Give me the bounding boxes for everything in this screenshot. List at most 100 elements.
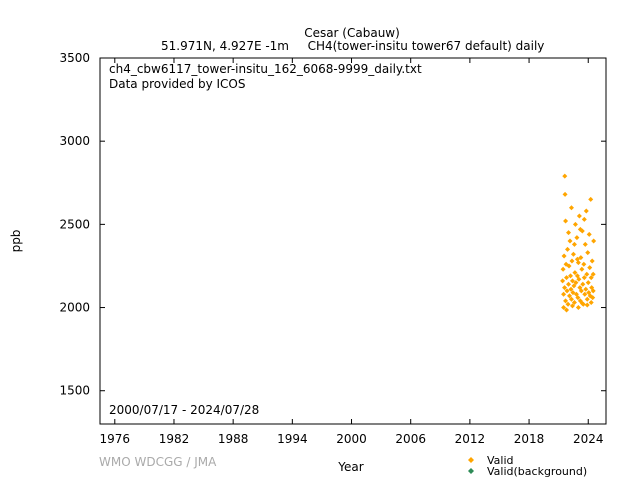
data-point-valid: [571, 241, 577, 247]
data-point-valid: [591, 238, 597, 244]
y-tick-label: 2000: [59, 301, 90, 315]
data-point-valid: [588, 196, 594, 202]
data-points: [560, 173, 597, 313]
data-point-valid: [590, 295, 596, 301]
x-tick-label: 1976: [100, 432, 131, 446]
data-point-valid: [584, 302, 590, 308]
data-point-valid: [568, 296, 574, 302]
x-axis: 1976 1982 1988 1994 2000 2006 2012 2018 2024: [100, 58, 604, 446]
data-point-valid: [572, 221, 578, 227]
x-tick-label: 2024: [573, 432, 604, 446]
data-point-valid: [566, 230, 572, 236]
data-point-valid: [566, 263, 572, 269]
data-point-valid: [583, 208, 589, 214]
data-point-valid: [565, 301, 571, 307]
x-tick-label: 1994: [277, 432, 308, 446]
x-tick-label: 1988: [218, 432, 249, 446]
data-point-valid: [589, 258, 595, 264]
data-point-valid: [579, 300, 585, 306]
x-tick-label: 2018: [514, 432, 545, 446]
data-point-valid: [575, 305, 581, 311]
data-point-valid: [569, 258, 575, 264]
x-tick-label: 2000: [336, 432, 367, 446]
series-desc-label: CH4(tower-insitu tower67 default) daily: [308, 39, 545, 53]
data-point-valid: [567, 273, 573, 279]
data-point-valid: [587, 265, 593, 271]
legend-label-valid: Valid: [487, 454, 514, 467]
data-point-valid: [576, 276, 582, 282]
legend: Valid Valid(background): [468, 454, 587, 478]
data-point-valid: [586, 231, 592, 237]
data-point-valid: [582, 291, 588, 297]
data-point-valid: [578, 288, 584, 294]
data-point-valid: [565, 246, 571, 252]
data-point-valid: [564, 307, 570, 313]
data-point-valid: [568, 286, 574, 292]
data-point-valid: [562, 285, 568, 291]
data-point-valid: [563, 218, 569, 224]
y-axis: 1500 2000 2500 3000 3500: [59, 51, 606, 398]
legend-marker-valid-background: [468, 468, 474, 474]
y-tick-label: 3500: [59, 51, 90, 65]
data-point-valid: [585, 280, 591, 286]
data-point-valid: [572, 270, 578, 276]
data-point-valid: [566, 281, 572, 287]
station-title: Cesar (Cabauw): [304, 26, 400, 40]
filename-label: ch4_cbw6117_tower-insitu_162_6068-9999_d…: [109, 62, 422, 76]
y-tick-label: 1500: [59, 384, 90, 398]
data-point-valid: [570, 251, 576, 257]
x-axis-title: Year: [337, 460, 363, 474]
data-point-valid: [584, 296, 590, 302]
data-point-valid: [579, 266, 585, 272]
data-point-valid: [573, 280, 579, 286]
data-point-valid: [582, 241, 588, 247]
data-point-valid: [571, 300, 577, 306]
data-point-valid: [588, 300, 594, 306]
data-point-valid: [578, 255, 584, 261]
data-point-valid: [580, 281, 586, 287]
y-tick-label: 3000: [59, 134, 90, 148]
data-point-valid: [574, 256, 580, 262]
data-point-valid: [590, 288, 596, 294]
data-point-valid: [575, 295, 581, 301]
data-point-valid: [564, 288, 570, 294]
data-point-valid: [564, 275, 570, 281]
provider-label: Data provided by ICOS: [109, 77, 245, 91]
data-point-valid: [583, 286, 589, 292]
x-tick-label: 1982: [159, 432, 190, 446]
credit-label: WMO WDCGG / JMA: [99, 455, 217, 469]
legend-marker-valid: [468, 457, 474, 463]
data-point-valid: [567, 293, 573, 299]
data-point-valid: [571, 283, 577, 289]
data-point-valid: [569, 278, 575, 284]
data-point-valid: [590, 271, 596, 277]
data-point-valid: [570, 290, 576, 296]
data-point-valid: [563, 298, 569, 304]
x-tick-label: 2012: [455, 432, 486, 446]
data-point-valid: [581, 275, 587, 281]
data-point-valid: [581, 216, 587, 222]
data-point-valid: [574, 235, 580, 241]
coords-label: 51.971N, 4.927E -1m: [161, 39, 289, 53]
data-point-valid: [561, 253, 567, 259]
data-point-valid: [561, 305, 567, 311]
plot-frame: [99, 57, 607, 425]
y-axis-title: ppb: [9, 230, 23, 253]
data-point-valid: [577, 226, 583, 232]
x-tick-label: 2006: [395, 432, 426, 446]
data-point-valid: [588, 275, 594, 281]
data-point-valid: [560, 278, 566, 284]
data-point-valid: [584, 271, 590, 277]
data-point-valid: [562, 191, 568, 197]
y-tick-label: 2500: [59, 217, 90, 231]
data-point-valid: [581, 261, 587, 267]
data-point-valid: [561, 291, 567, 297]
data-point-valid: [576, 213, 582, 219]
data-point-valid: [560, 266, 566, 272]
data-point-valid: [569, 303, 575, 309]
period-label: 2000/07/17 - 2024/07/28: [109, 403, 259, 417]
legend-label-valid-background: Valid(background): [487, 465, 587, 478]
data-point-valid: [585, 250, 591, 256]
data-point-valid: [568, 205, 574, 211]
